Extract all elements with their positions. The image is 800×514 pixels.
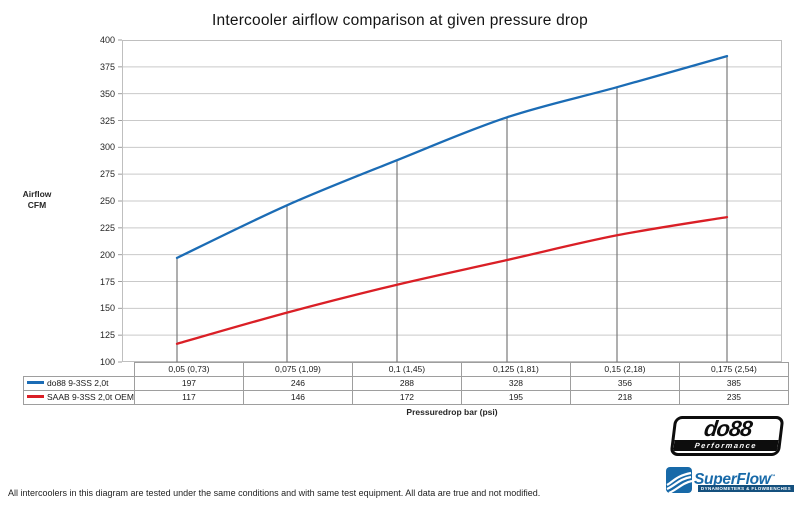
series-row: SAAB 9-3SS 2,0t OEM 117 146 172 195 218 235 — [23, 390, 789, 405]
legend-cell: do88 9-3SS 2,0t — [23, 376, 135, 391]
value-cell: 195 — [460, 390, 571, 405]
value-cell: 288 — [351, 376, 462, 391]
table-spacer-cell — [24, 363, 135, 377]
value-cell: 146 — [242, 390, 353, 405]
series-line — [175, 215, 729, 345]
do88-logo-text: do88 — [702, 416, 754, 441]
value-cell: 117 — [133, 390, 244, 405]
y-axis-title: Airflow CFM — [4, 189, 70, 211]
legend-cell: SAAB 9-3SS 2,0t OEM — [23, 390, 135, 405]
legend-series-name: do88 9-3SS 2,0t — [47, 378, 109, 388]
y-axis-tick-label: 250 — [99, 196, 115, 206]
superflow-logo-text: SuperFlow™ — [694, 471, 776, 489]
legend-key-line — [27, 395, 44, 399]
y-axis-tick-label: 225 — [99, 222, 115, 233]
plot-border — [122, 40, 782, 362]
category-cell: 0,125 (1,81) — [460, 362, 571, 377]
value-cell: 385 — [678, 376, 789, 391]
value-cell: 218 — [569, 390, 680, 405]
do88-logo-tagline: Performance — [673, 440, 779, 451]
value-cell: 246 — [242, 376, 353, 391]
value-cell: 328 — [460, 376, 571, 391]
y-axis-tick-label: 375 — [99, 61, 115, 72]
category-cell: 0,175 (2,54) — [678, 362, 789, 377]
chart-title: Intercooler airflow comparison at given … — [212, 12, 588, 29]
category-cell: 0,05 (0,73) — [133, 362, 244, 377]
category-cell: 0,075 (1,09) — [242, 362, 353, 377]
y-axis-tick-label: 175 — [99, 276, 115, 287]
category-cell: 0,15 (2,18) — [569, 362, 680, 377]
category-row: 0,05 (0,73) 0,075 (1,09) 0,1 (1,45) 0,125 (… — [24, 362, 789, 377]
data-table: 0,05 (0,73) 0,075 (1,09) 0,1 (1,45) 0,125 (… — [23, 362, 789, 405]
y-axis-tick-label: 150 — [99, 303, 115, 314]
value-cell: 197 — [133, 376, 244, 391]
y-axis-tick-label: 350 — [99, 88, 115, 99]
legend-key-line — [27, 381, 44, 385]
superflow-trademark: ™ — [770, 474, 776, 480]
footer-note: All intercoolers in this diagram are tes… — [8, 488, 541, 498]
value-cell: 172 — [351, 390, 462, 405]
y-axis-tick-label: 400 — [99, 35, 115, 45]
y-axis-title-line2: CFM — [27, 200, 47, 210]
category-cell: 0,1 (1,45) — [351, 362, 462, 377]
x-axis-title: Pressuredrop bar (psi) — [406, 407, 498, 417]
superflow-logo-tagline: DYNAMOMETERS & FLOWBENCHES — [698, 485, 794, 492]
superflow-logo: SuperFlow™ DYNAMOMETERS & FLOWBENCHES — [666, 467, 796, 497]
series-row: do88 9-3SS 2,0t 197 246 288 328 356 385 — [23, 376, 789, 391]
y-axis-tick-label: 325 — [99, 115, 115, 126]
y-axis-tick-label: 100 — [99, 357, 115, 367]
superflow-s-icon — [666, 467, 692, 493]
do88-logo: do88 Performance — [669, 416, 785, 456]
value-cell: 356 — [569, 376, 680, 391]
series-line — [175, 54, 729, 260]
y-axis-tick-label: 125 — [99, 330, 115, 341]
y-axis-tick-label: 300 — [99, 142, 115, 153]
y-axis-title-line1: Airflow — [22, 189, 52, 199]
y-axis-tick-label: 200 — [99, 249, 115, 260]
y-axis-tick-label: 275 — [99, 169, 115, 180]
value-cell: 235 — [678, 390, 789, 405]
legend-series-name: SAAB 9-3SS 2,0t OEM — [47, 392, 134, 402]
